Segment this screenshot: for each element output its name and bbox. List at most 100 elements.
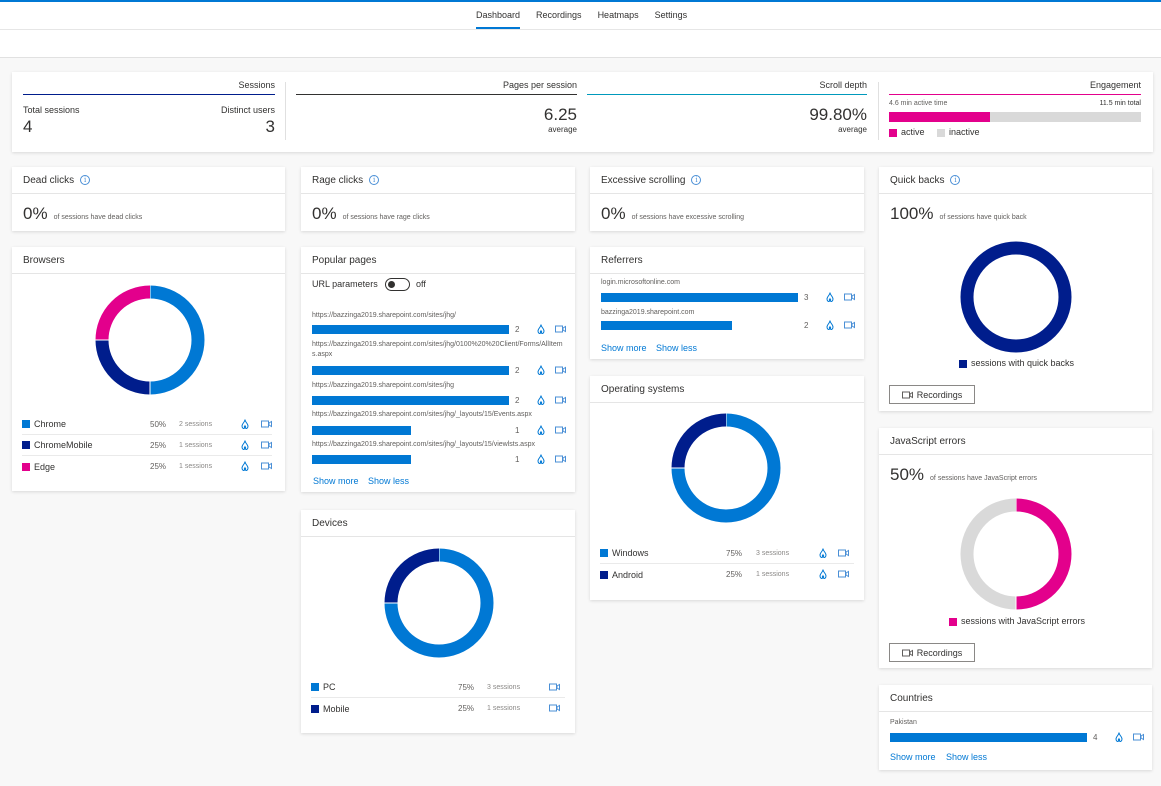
recording-icon[interactable] [261,420,272,428]
heatmap-icon[interactable] [826,292,834,303]
dead-clicks-card: Dead clicks i 0% of sessions have dead cli… [12,167,285,231]
legend-sessions: 1 sessions [179,441,213,449]
list-item-label[interactable]: https://bazzinga2019.sharepoint.com/site… [312,312,456,319]
os-slice-android[interactable] [671,413,727,469]
show-less-link[interactable]: Show less [946,752,988,762]
heatmap-icon[interactable] [826,320,834,331]
show-more-link[interactable]: Show more [890,752,936,762]
show-more-link[interactable]: Show more [601,343,647,353]
heatmap-icon[interactable] [241,461,249,472]
recording-icon[interactable] [838,549,849,557]
legend-percent: 75% [458,682,475,692]
legend-label: sessions with JavaScript errors [961,616,1086,626]
tab-recordings[interactable]: Recordings [536,10,582,20]
info-icon[interactable]: i [691,175,702,185]
heatmap-icon[interactable] [537,365,545,376]
heatmap-icon[interactable] [819,548,827,559]
list-item-label[interactable]: https://bazzinga2019.sharepoint.com/site… [312,341,563,358]
heatmap-icon[interactable] [537,324,545,335]
engagement-legend: active inactive [889,127,980,137]
recording-icon[interactable] [555,396,566,404]
legend-row-mobile[interactable]: Mobile 25% 1 sessions [311,698,565,719]
recording-icon[interactable] [844,321,855,329]
list-item-label[interactable]: https://bazzinga2019.sharepoint.com/site… [312,382,455,389]
heatmap-icon[interactable] [537,425,545,436]
recording-icon[interactable] [261,441,272,449]
heatmap-icon[interactable] [537,395,545,406]
legend-name: Android [612,569,644,580]
quick-backs-recordings-button[interactable]: Recordings [889,385,975,404]
info-icon[interactable]: i [80,175,91,185]
legend-name: ChromeMobile [34,440,93,450]
legend-sessions: 1 sessions [487,705,521,712]
tab-settings[interactable]: Settings [654,10,688,20]
heatmap-icon[interactable] [1115,732,1123,743]
js-errors-recordings-button[interactable]: Recordings [889,643,975,662]
devices-slice-mobile[interactable] [384,548,440,604]
scroll-depth-section: Scroll depth 99.80% average [587,80,867,134]
recording-icon[interactable] [261,462,272,470]
js-errors-slice-with-errors[interactable] [1015,498,1072,610]
legend-row-windows[interactable]: Windows 75% 3 sessions [600,543,854,564]
list-item-label[interactable]: bazzinga2019.sharepoint.com [601,309,695,316]
legend-swatch [22,462,30,471]
browsers-slice-edge[interactable] [95,285,151,341]
recording-icon[interactable] [549,704,560,712]
excessive-scrolling-card: Excessive scrolling i 0% of sessions have … [590,167,864,231]
legend-swatch [22,420,30,428]
list-item-label[interactable]: https://bazzinga2019.sharepoint.com/site… [312,441,535,448]
heatmap-icon[interactable] [241,419,249,430]
recording-icon[interactable] [555,366,566,374]
legend-row-android[interactable]: Android 25% 1 sessions [600,564,854,585]
legend-row-chrome[interactable]: Chrome 50% 2 sessions [22,414,272,435]
heatmap-icon[interactable] [819,569,827,580]
legend-row-chromemobile[interactable]: ChromeMobile 25% 1 sessions [22,435,272,456]
recording-icon[interactable] [1133,733,1144,741]
rage-clicks-value: 0% [312,204,337,223]
tab-dashboard[interactable]: Dashboard [476,10,521,29]
show-more-link[interactable]: Show more [313,476,359,486]
recording-icon[interactable] [838,570,849,578]
browsers-slice-chromemobile[interactable] [95,339,151,395]
sessions-title: Sessions [23,80,275,95]
recording-icon[interactable] [549,683,560,691]
legend-row-pc[interactable]: PC 75% 3 sessions [311,677,565,698]
excessive-scrolling-title: Excessive scrolling [601,174,686,186]
list-item-label[interactable]: https://bazzinga2019.sharepoint.com/site… [312,411,532,418]
javascript-errors-header: JavaScript errors [879,428,1152,455]
browsers-slice-chrome[interactable] [149,285,205,395]
legend-name: Edge [34,461,56,472]
legend-sessions: 1 sessions [179,463,213,470]
recording-icon[interactable] [555,325,566,333]
info-icon[interactable]: i [950,175,961,185]
recording-icon[interactable] [555,426,566,434]
quick-backs-slice-quick-backs[interactable] [960,241,1072,353]
legend-percent: 50% [150,419,167,429]
video-camera-icon [901,649,913,656]
recording-icon[interactable] [844,293,855,301]
legend-swatch [311,683,319,691]
info-icon[interactable]: i [369,175,380,185]
heatmap-icon[interactable] [241,440,249,451]
heatmap-icon[interactable] [537,454,545,465]
nav-tabs: Dashboard Recordings Heatmaps Settings [476,10,687,29]
legend-row-edge[interactable]: Edge 25% 1 sessions [22,456,272,477]
legend-sessions: 1 sessions [756,571,790,578]
url-parameters-label: URL parameters [312,279,378,289]
tab-heatmaps[interactable]: Heatmaps [597,10,639,20]
rage-clicks-title: Rage clicks [312,174,364,186]
rage-clicks-header: Rage clicks i [301,167,575,194]
js-errors-slice-without-errors[interactable] [960,498,1017,610]
show-less-link[interactable]: Show less [368,476,410,486]
devices-slice-pc[interactable] [384,548,494,658]
list-item-label[interactable]: Pakistan [890,719,917,726]
url-parameters-toggle[interactable] [385,278,410,291]
top-nav-bar: Dashboard Recordings Heatmaps Settings [0,0,1161,30]
legend-sessions: 3 sessions [487,683,521,691]
dead-clicks-sub: of sessions have dead clicks [53,214,143,221]
show-less-link[interactable]: Show less [656,343,698,353]
os-slice-windows[interactable] [671,413,781,523]
recording-icon[interactable] [555,455,566,463]
list-item-label[interactable]: login.microsoftonline.com [601,279,680,286]
excessive-scrolling-sub: of sessions have excessive scrolling [631,214,745,221]
